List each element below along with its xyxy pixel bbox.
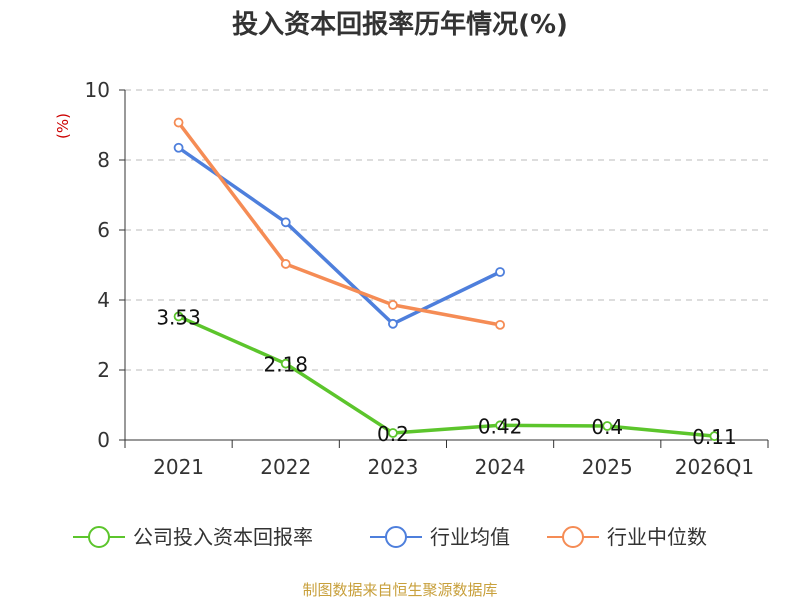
data-labels: 3.53 2.18 0.2 0.42 0.4 0.11 — [156, 305, 736, 449]
data-label: 0.11 — [692, 425, 737, 449]
series-line — [176, 120, 502, 327]
x-tick-label: 2026Q1 — [675, 455, 754, 479]
legend-swatch-marker — [562, 526, 584, 548]
data-point[interactable] — [173, 142, 184, 153]
data-point[interactable] — [495, 319, 505, 330]
data-label: 0.4 — [591, 415, 623, 439]
data-point[interactable] — [280, 358, 291, 369]
y-tick-label: 4 — [97, 288, 110, 312]
x-tick-label: 2024 — [475, 455, 526, 479]
x-tick-label: 2025 — [582, 455, 633, 479]
series-line — [176, 146, 502, 326]
legend-swatch-marker — [385, 526, 407, 548]
data-point[interactable] — [709, 431, 720, 442]
data-point[interactable] — [388, 428, 398, 438]
y-tick-label: 8 — [97, 148, 110, 172]
data-point[interactable] — [602, 421, 613, 431]
legend: 公司投入资本回报率 行业均值 行业中位数 — [73, 525, 707, 549]
source-note: 制图数据来自恒生聚源数据库 — [302, 581, 497, 599]
y-tick-label: 2 — [97, 358, 110, 382]
data-point[interactable] — [495, 420, 505, 431]
data-point[interactable] — [173, 117, 184, 128]
data-point[interactable] — [280, 259, 291, 269]
series-line — [176, 314, 717, 438]
data-point[interactable] — [280, 217, 291, 228]
y-tick-label: 6 — [97, 218, 110, 242]
legend-item-1[interactable]: 公司投入资本回报率 — [73, 525, 313, 549]
legend-label: 公司投入资本回报率 — [133, 525, 313, 549]
legend-item-2[interactable]: 行业均值 — [370, 525, 510, 549]
x-tick-label: 2022 — [260, 455, 311, 479]
data-point[interactable] — [173, 311, 184, 322]
y-axis-label: (%) — [54, 113, 72, 139]
legend-label: 行业中位数 — [607, 525, 707, 549]
data-point[interactable] — [388, 299, 398, 310]
series-2 — [173, 142, 505, 329]
data-point[interactable] — [388, 318, 398, 329]
x-tick-label: 2023 — [367, 455, 418, 479]
y-tick-label: 10 — [85, 78, 110, 102]
data-label: 0.42 — [478, 414, 523, 438]
y-tick-label: 0 — [97, 428, 110, 452]
legend-swatch-marker — [88, 526, 110, 548]
axes: 0 2 4 6 8 10 2021 2022 2023 2024 2025 2026Q1 — [85, 78, 769, 479]
grid-lines — [125, 89, 768, 371]
data-label: 0.2 — [377, 422, 409, 446]
legend-item-3[interactable]: 行业中位数 — [547, 525, 707, 549]
chart-title: 投入资本回报率历年情况(%) — [232, 9, 568, 40]
data-label: 3.53 — [156, 305, 201, 329]
series-1 — [173, 311, 720, 442]
series-3 — [173, 117, 505, 330]
x-tick-label: 2021 — [153, 455, 204, 479]
series — [173, 117, 720, 442]
legend-label: 行业均值 — [430, 525, 510, 549]
data-point[interactable] — [495, 267, 505, 277]
data-label: 2.18 — [263, 353, 308, 377]
